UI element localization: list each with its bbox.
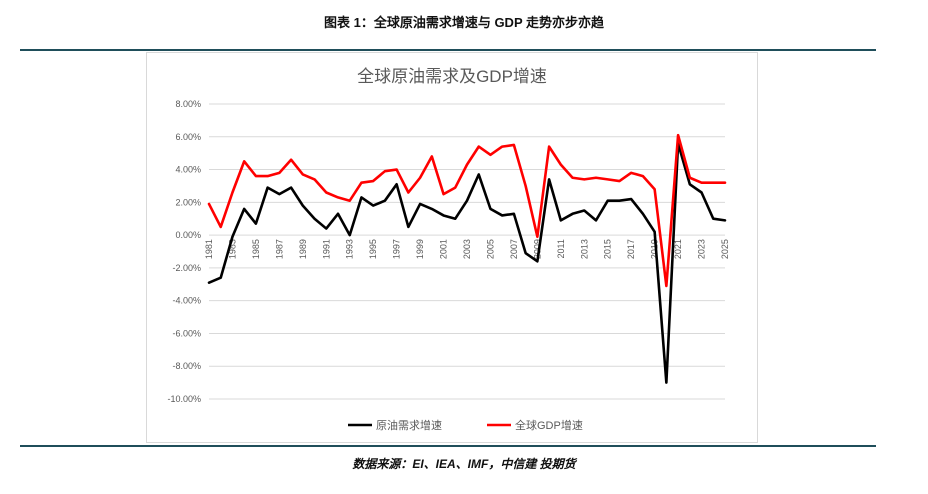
line-chart: 全球原油需求及GDP增速 8.00% 6.00% 4.00% 2.00% 0.00% -2… bbox=[167, 67, 730, 432]
x-tick-label: 2017 bbox=[626, 239, 636, 259]
x-tick-label: 2005 bbox=[485, 239, 495, 259]
x-tick-label: 2021 bbox=[673, 239, 683, 259]
y-tick-label: -6.00% bbox=[172, 328, 201, 338]
x-tick-label: 2013 bbox=[579, 239, 589, 259]
x-tick-label: 2001 bbox=[439, 239, 449, 259]
x-tick-label: 1991 bbox=[321, 239, 331, 259]
x-tick-label: 1987 bbox=[274, 239, 284, 259]
chart-container: 全球原油需求及GDP增速 8.00% 6.00% 4.00% 2.00% 0.00% -2… bbox=[146, 52, 758, 443]
y-tick-label: 6.00% bbox=[175, 132, 201, 142]
x-tick-label: 2011 bbox=[556, 239, 566, 258]
y-tick-label: 2.00% bbox=[175, 197, 201, 207]
x-tick-label: 1997 bbox=[392, 239, 402, 259]
x-tick-label: 2023 bbox=[697, 239, 707, 259]
x-tick-label: 2025 bbox=[720, 239, 730, 259]
x-tick-label: 2003 bbox=[462, 239, 472, 259]
y-tick-label: 4.00% bbox=[175, 165, 201, 175]
figure-title: 图表 1：全球原油需求增速与 GDP 走势亦步亦趋 bbox=[323, 15, 604, 30]
y-tick-label: -8.00% bbox=[172, 361, 201, 371]
gridlines bbox=[209, 103, 725, 400]
y-tick-label: 8.00% bbox=[175, 99, 201, 109]
x-tick-label: 2019 bbox=[650, 239, 660, 259]
series-lines bbox=[207, 133, 727, 384]
y-tick-label: -2.00% bbox=[172, 263, 201, 273]
y-tick-label: -4.00% bbox=[172, 296, 201, 306]
x-tick-label: 1983 bbox=[227, 239, 237, 259]
x-tick-label: 1981 bbox=[204, 239, 214, 259]
x-axis-ticks: 1981 1983 1985 1987 1989 1991 1993 1995 1997 1999… bbox=[204, 239, 730, 259]
chart-title: 全球原油需求及GDP增速 bbox=[357, 67, 547, 86]
legend-label: 原油需求增速 bbox=[376, 418, 442, 432]
top-divider bbox=[20, 49, 876, 51]
series-line-1 bbox=[207, 142, 727, 384]
x-tick-label: 1995 bbox=[368, 239, 378, 259]
y-tick-label: -10.00% bbox=[167, 394, 201, 404]
x-tick-label: 2009 bbox=[532, 239, 542, 259]
y-axis-ticks: 8.00% 6.00% 4.00% 2.00% 0.00% -2.00% -4.00% -6.… bbox=[167, 99, 201, 404]
source-note: 数据来源：EI、IEA、IMF，中信建 投期货 bbox=[352, 457, 576, 471]
x-tick-label: 1985 bbox=[251, 239, 261, 259]
x-tick-label: 1989 bbox=[298, 239, 308, 259]
bottom-divider bbox=[20, 445, 876, 447]
legend-label: 全球GDP增速 bbox=[515, 418, 583, 432]
x-tick-label: 1993 bbox=[345, 239, 355, 259]
x-tick-label: 2007 bbox=[509, 239, 519, 259]
x-tick-label: 1999 bbox=[415, 239, 425, 259]
series-line-2 bbox=[207, 133, 727, 288]
x-tick-label: 2015 bbox=[603, 239, 613, 259]
legend: 原油需求增速 全球GDP增速 bbox=[348, 418, 583, 432]
y-tick-label: 0.00% bbox=[175, 230, 201, 240]
